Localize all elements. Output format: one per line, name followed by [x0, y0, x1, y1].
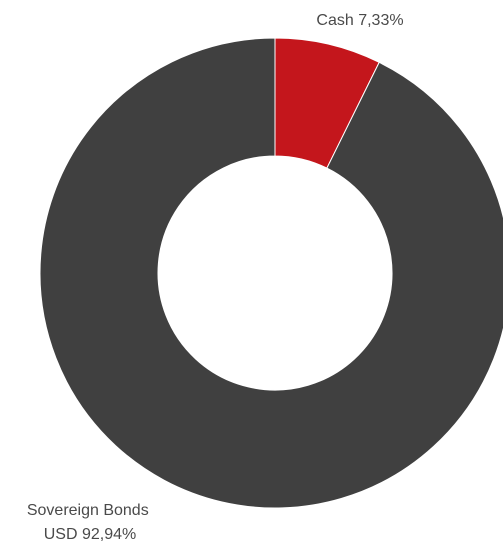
slice-sovereign-bonds [39, 37, 503, 509]
label-sovereign-bonds: Sovereign Bonds USD 92,94% [27, 502, 153, 543]
slices-group [39, 37, 503, 509]
label-sovereign-bonds-line-1: Sovereign Bonds [27, 502, 149, 519]
label-cash: Cash 7,33% [316, 12, 403, 29]
label-cash-line-1: Cash 7,33% [316, 12, 403, 29]
label-sovereign-bonds-line-2: USD 92,94% [44, 526, 137, 543]
